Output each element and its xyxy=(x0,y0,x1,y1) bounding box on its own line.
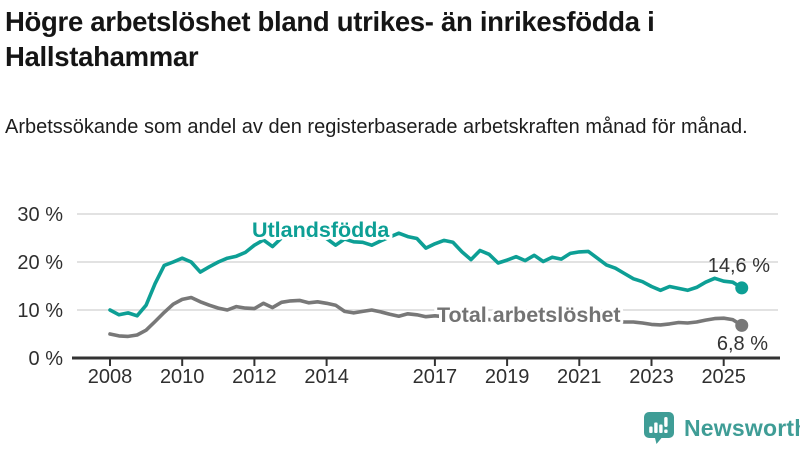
newsworthy-icon xyxy=(644,412,674,444)
x-tick-label: 2023 xyxy=(629,366,674,388)
y-axis-labels: 0 % 10 % 20 % 30 % xyxy=(17,204,63,370)
brand-logo[interactable]: Newsworthy xyxy=(643,411,800,445)
x-axis-labels: 2008 2010 2012 2014 2017 2019 2021 2023 2025 xyxy=(88,366,746,388)
end-dot xyxy=(735,281,749,295)
series-label-utlandsfodda: Utlandsfödda xyxy=(252,218,390,242)
page-title: Högre arbetslöshet bland utrikes- än inr… xyxy=(5,6,655,73)
y-tick-label: 20 % xyxy=(17,252,63,274)
y-tick-label: 10 % xyxy=(17,300,63,322)
line-utlandsf-dda xyxy=(108,231,744,318)
x-tick-label: 2014 xyxy=(304,366,349,388)
end-value-total-arbetsloshet: 6,8 % xyxy=(717,333,768,355)
end-value-utlandsfodda: 14,6 % xyxy=(708,255,770,277)
x-tick-label: 2021 xyxy=(557,366,602,388)
series-label-total-arbetsloshet: Total arbetslöshet xyxy=(437,303,621,327)
x-tick-label: 2008 xyxy=(88,366,133,388)
end-dot xyxy=(735,318,749,332)
x-tick-label: 2012 xyxy=(232,366,277,388)
line-total-arbetsl-shet xyxy=(108,295,744,339)
series-end-dots xyxy=(735,281,749,332)
data-series xyxy=(108,231,744,339)
brand-name: Newsworthy xyxy=(684,414,800,441)
y-tick-label: 30 % xyxy=(17,204,63,226)
page-subtitle: Arbetssökande som andel av den registerb… xyxy=(5,116,748,138)
x-axis xyxy=(72,356,780,366)
x-tick-label: 2019 xyxy=(485,366,530,388)
x-tick-label: 2017 xyxy=(413,366,458,388)
y-tick-label: 0 % xyxy=(29,348,64,370)
x-tick-label: 2025 xyxy=(701,366,746,388)
x-tick-label: 2010 xyxy=(160,366,205,388)
gridlines xyxy=(77,213,778,311)
